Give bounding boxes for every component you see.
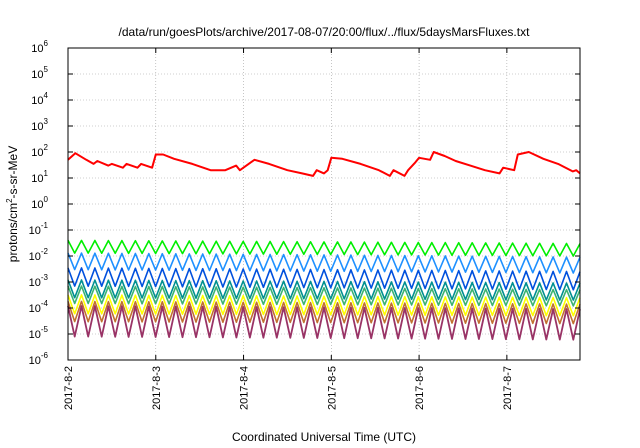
y-tick-label: 10-1: [29, 221, 49, 237]
flux-series-4: [67, 267, 581, 291]
y-tick-label: 10-6: [29, 351, 49, 367]
y-tick-label: 102: [31, 143, 48, 159]
y-tick-label: 104: [31, 91, 48, 107]
y-axis-title: protons/cm2-s-sr-MeV: [5, 146, 20, 262]
y-tick-label: 10-3: [29, 273, 49, 289]
x-tick-label: 2017-8-2: [63, 366, 75, 410]
x-axis-labels: 2017-8-2 2017-8-3 2017-8-4 2017-8-5 2017-8-6…: [63, 366, 514, 410]
y-tick-label: 10-5: [29, 325, 49, 341]
flux-series-2: [67, 239, 581, 257]
flux-series-5: [67, 279, 581, 301]
flux-series-8: [67, 300, 581, 325]
x-tick-label: 2017-8-4: [239, 366, 251, 410]
x-tick-label: 2017-8-7: [502, 366, 514, 410]
y-tick-label: 10-2: [29, 247, 49, 263]
y-tick-label: 10-4: [29, 299, 49, 315]
y-tick-label: 106: [31, 39, 48, 55]
series-layer: [67, 151, 581, 341]
y-tick-label: 105: [31, 65, 48, 81]
chart-title: /data/run/goesPlots/archive/2017-08-07/2…: [119, 25, 531, 39]
flux-series-6: [67, 285, 581, 307]
y-tick-label: 101: [31, 169, 48, 185]
flux-series-9: [67, 305, 581, 341]
x-tick-label: 2017-8-3: [151, 366, 163, 410]
x-axis-title: Coordinated Universal Time (UTC): [232, 430, 416, 444]
axis-ticks: [67, 47, 580, 361]
x-tick-label: 2017-8-6: [414, 366, 426, 410]
y-tick-label: 100: [31, 195, 48, 211]
flux-series-1: [67, 151, 581, 177]
x-tick-label: 2017-8-5: [326, 366, 338, 410]
y-tick-label: 103: [31, 117, 48, 133]
flux-series-7: [67, 294, 581, 317]
y-axis-labels: 106 105 104 103 102 101 100 10-1 10-2 10-3 10-4 10-…: [29, 39, 49, 367]
flux-series-3: [67, 252, 581, 274]
